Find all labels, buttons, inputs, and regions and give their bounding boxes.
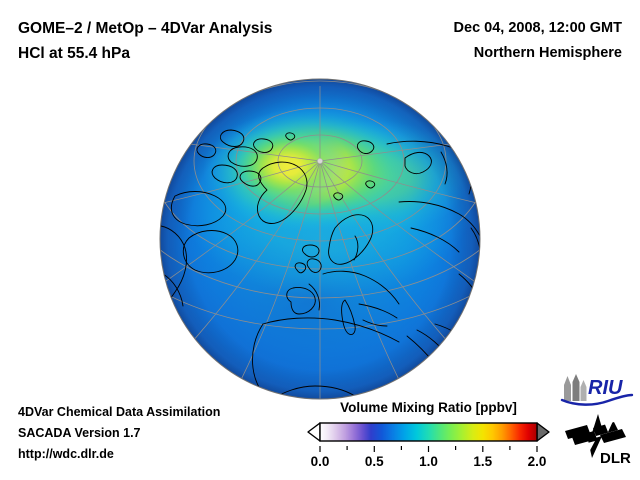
hemisphere-label: Northern Hemisphere bbox=[473, 45, 622, 61]
colorbar-tick-label-0: 0.0 bbox=[310, 454, 330, 469]
footer-line-3: http://wdc.dlr.de bbox=[18, 447, 114, 461]
globe-map bbox=[159, 78, 481, 400]
header-right-block: Dec 04, 2008, 12:00 GMT Northern Hemisph… bbox=[454, 16, 622, 66]
colorbar-tick-label-4: 2.0 bbox=[527, 454, 547, 469]
footer-line-2: SACADA Version 1.7 bbox=[18, 426, 141, 440]
colorbar-gradient bbox=[307, 422, 550, 442]
colorbar-title: Volume Mixing Ratio [ppbv] bbox=[340, 400, 517, 415]
riu-logo-text: RIU bbox=[588, 377, 623, 399]
dlr-logo-text: DLR bbox=[600, 450, 631, 467]
dlr-logo: DLR bbox=[565, 414, 631, 467]
dlr-mark-icon bbox=[565, 414, 626, 458]
colorbar-tick-axis: 0.0 0.5 1.0 1.5 2.0 bbox=[306, 446, 551, 469]
colorbar-tick-label-2: 1.0 bbox=[419, 454, 438, 469]
north-pole-marker bbox=[317, 158, 323, 164]
riu-logo: RIU bbox=[560, 374, 634, 406]
colorbar-legend: Volume Mixing Ratio [ppbv] bbox=[306, 400, 551, 470]
colorbar-tick-label-1: 0.5 bbox=[364, 454, 384, 469]
page-subtitle: HCl at 55.4 hPa bbox=[18, 45, 130, 62]
colorbar-tick-label-3: 1.5 bbox=[473, 454, 493, 469]
globe-outline bbox=[159, 78, 481, 400]
footer-credits: 4DVar Chemical Data Assimilation SACADA … bbox=[18, 402, 220, 465]
coastlines bbox=[160, 129, 480, 399]
footer-line-1: 4DVar Chemical Data Assimilation bbox=[18, 405, 221, 419]
timestamp-label: Dec 04, 2008, 12:00 GMT bbox=[453, 20, 622, 36]
riu-spires-icon bbox=[564, 374, 587, 401]
colorbar-tick-marks bbox=[319, 446, 538, 452]
header-left-block: GOME–2 / MetOp – 4DVar Analysis HCl at 5… bbox=[18, 16, 272, 66]
riu-swoosh-icon bbox=[560, 393, 634, 406]
page-title: GOME–2 / MetOp – 4DVar Analysis bbox=[18, 20, 273, 37]
